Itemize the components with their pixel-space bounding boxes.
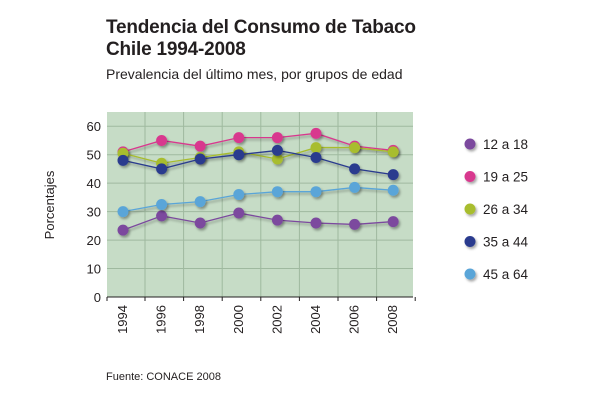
legend-label: 45 a 64 [483,267,529,282]
data-point [310,127,322,139]
chart-title-line1: Tendencia del Consumo de Tabaco [106,17,416,38]
data-point [117,224,129,236]
x-tick-label: 2004 [308,305,323,334]
data-point [349,142,361,154]
data-point [387,216,399,228]
legend-swatch [464,171,476,182]
data-point [233,149,245,161]
x-tick-label: 2002 [269,305,284,334]
x-tick-label: 1996 [154,305,169,334]
plot-area [107,112,413,297]
y-tick-label: 20 [87,233,101,248]
legend-label: 12 a 18 [483,137,528,152]
legend-label: 35 a 44 [483,235,529,250]
legend-item: 26 a 34 [464,202,529,217]
data-point [156,199,168,210]
series-line [122,146,394,164]
data-point [233,207,245,219]
grid-lines [107,112,413,297]
x-tick-label: 2008 [385,305,400,334]
legend: 12 a 18 19 a 25 26 a 34 35 a 44 45 a 64 [464,137,529,282]
data-point [310,217,322,229]
series-35-a-44 [117,144,399,181]
legend-item: 45 a 64 [464,267,529,282]
data-point [349,181,361,193]
data-point [194,217,206,229]
chart-title: Tendencia del Consumo de Tabaco Chile 19… [106,17,416,61]
data-point [117,206,129,218]
y-tick-label: 50 [87,148,101,163]
series-12-a-18 [117,207,399,236]
data-point [387,146,399,158]
legend-swatch [464,203,476,215]
x-tick-label: 1994 [115,305,130,334]
data-point [233,189,245,201]
series-45-a-64 [117,181,399,218]
data-point [233,132,245,144]
y-tick-label: 10 [87,262,101,277]
data-point [310,142,322,154]
data-point [271,132,283,144]
chart-title-line2: Chile 1994-2008 [106,39,246,60]
x-tick-label: 2000 [231,305,246,334]
data-point [271,153,283,165]
data-point [310,186,322,198]
series-line [122,132,394,153]
data-point [349,218,361,230]
data-point [156,210,168,222]
series-line [122,186,394,213]
data-point [387,169,399,181]
data-point [117,154,129,166]
y-tick-label: 30 [87,205,101,220]
legend-item: 19 a 25 [464,170,528,185]
y-tick-labels: 0 10 20 30 40 50 60 [87,119,101,305]
data-point [156,134,168,146]
data-point [271,144,283,156]
legend-label: 26 a 34 [483,202,529,217]
data-point [156,163,168,175]
data-point [194,153,206,165]
data-point [349,163,361,175]
y-tick-label: 60 [87,119,101,134]
axes [106,296,416,301]
legend-item: 12 a 18 [464,137,528,152]
data-point [271,214,283,226]
series-line [122,212,394,231]
x-tick-label: 2006 [347,305,362,334]
legend-swatch [464,236,476,247]
chart-subtitle: Prevalencia del último mes, por grupos d… [106,66,403,82]
data-point [194,140,206,152]
y-axis-label: Porcentajes [42,170,57,239]
data-point [310,152,322,164]
source-note: Fuente: CONACE 2008 [106,371,221,383]
data-point [194,196,206,208]
x-tick-labels: 1994 1996 1998 2000 2002 2004 2006 2008 [115,305,400,334]
legend-item: 35 a 44 [464,235,529,250]
data-point [387,184,399,196]
y-tick-label: 0 [94,290,101,305]
y-tick-label: 40 [87,176,101,191]
series-group [117,127,399,236]
series-line [122,149,394,176]
legend-swatch [464,138,476,150]
legend-swatch [464,268,476,280]
x-tick-label: 1998 [192,305,207,334]
data-point [271,186,283,198]
legend-label: 19 a 25 [483,170,528,185]
